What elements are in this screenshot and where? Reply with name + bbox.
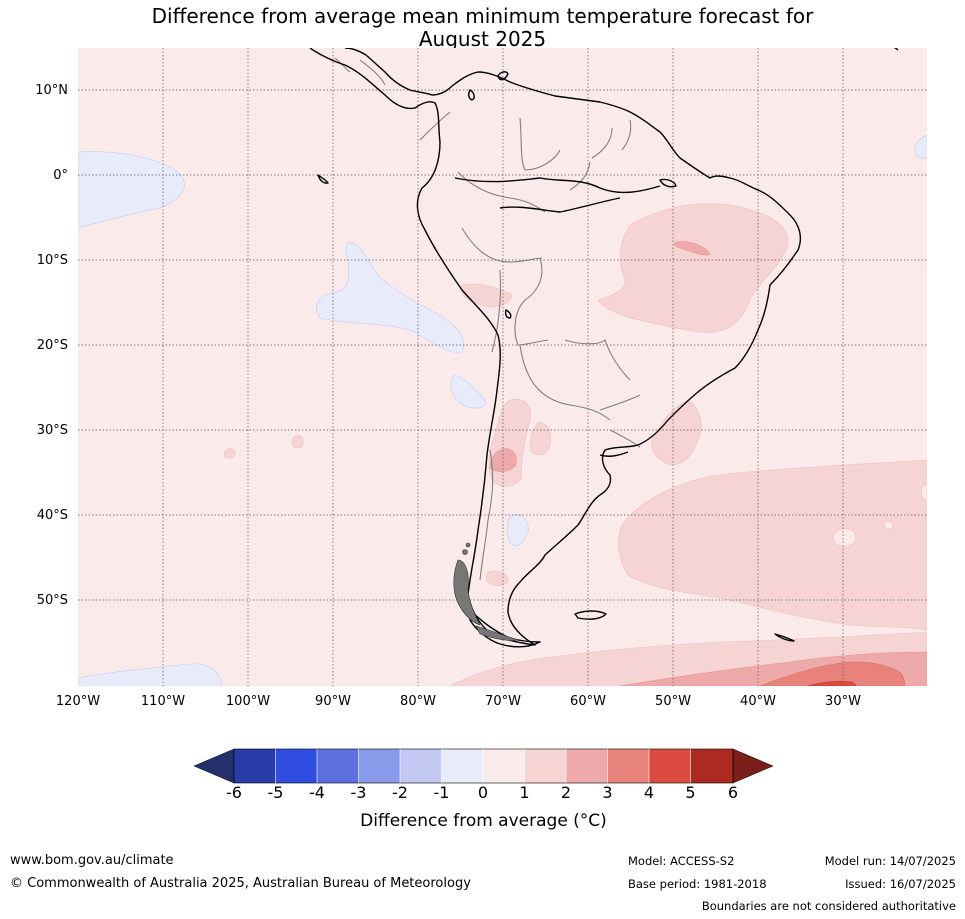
moderate-warm-brazil (674, 241, 711, 256)
amazon-river (454, 177, 661, 194)
lat-tick-30s: 30°S (36, 423, 68, 438)
colorbar-swatch-2 (275, 749, 317, 783)
lon-tick-50w: 50°W (655, 694, 691, 709)
falkland-islands (574, 610, 607, 620)
colorbar-swatch-4 (358, 749, 400, 783)
colorbar-label: -2 (392, 783, 408, 802)
cool-region-east-pacific (316, 241, 464, 353)
lat-tick-40s: 40°S (36, 508, 68, 523)
lake-titicaca (504, 309, 512, 319)
colorbar-swatch-10 (607, 749, 649, 783)
colorbar-extend-low (193, 748, 235, 784)
south-georgia (774, 633, 795, 642)
colorbar-swatch-7 (483, 749, 525, 783)
colorbar-label: 6 (727, 783, 739, 802)
moderate-warm-argentina (489, 448, 517, 472)
title-line-1: Difference from average mean minimum tem… (151, 4, 814, 28)
cool-anomaly-regions (78, 134, 927, 686)
lat-tick-20s: 20°S (36, 338, 68, 353)
warm-region-pacific-dot-1 (291, 435, 304, 449)
colorbar-swatch-12 (690, 749, 733, 783)
lon-tick-80w: 80°W (400, 694, 436, 709)
colorbar-swatch-6 (441, 749, 483, 783)
warm-region-pacific-dot-2 (223, 448, 236, 459)
map-title: Difference from average mean minimum tem… (0, 5, 965, 51)
lat-tick-10s: 10°S (36, 253, 68, 268)
rio-de-la-plata (599, 451, 629, 457)
base-period: Base period: 1981-2018 (628, 877, 767, 891)
tierra-del-fuego (469, 609, 541, 648)
lon-tick-30w: 30°W (825, 694, 861, 709)
website-link[interactable]: www.bom.gov.au/climate (10, 853, 174, 868)
warm-region-brazil (597, 203, 789, 333)
lat-tick-50s: 50°S (36, 593, 68, 608)
warm-region-uruguay (651, 399, 702, 466)
colorbar-label: 1 (519, 783, 530, 802)
very-strong-warm-region (807, 680, 857, 686)
cool-region-equatorial-pacific (78, 151, 185, 229)
gridlines (78, 48, 927, 686)
colorbar-label: 4 (643, 783, 655, 802)
lon-tick-70w: 70°W (485, 694, 521, 709)
colorbar-label: -3 (350, 783, 367, 802)
colorbar-swatch-1 (234, 749, 276, 783)
caribbean-islands (497, 71, 509, 81)
lake-maracaibo (467, 89, 475, 101)
mid-atlantic-islands (893, 48, 899, 51)
title-line-2: August 2025 (418, 27, 547, 51)
neutral-hole-1 (832, 528, 856, 547)
colorbar-extend-high (732, 748, 774, 784)
copyright-text: © Commonwealth of Australia 2025, Austra… (10, 876, 471, 891)
cool-region-subtropical-pacific (450, 374, 487, 409)
colorbar-label: 2 (560, 783, 572, 802)
issued-date: Issued: 16/07/2025 (845, 877, 956, 891)
boundaries-disclaimer: Boundaries are not considered authoritat… (701, 899, 956, 913)
neutral-hole-2 (920, 484, 927, 501)
lon-tick-110w: 110°W (140, 694, 186, 709)
colorbar-label: 0 (477, 783, 489, 802)
lon-tick-100w: 100°W (225, 694, 271, 709)
model-run-date: Model run: 14/07/2025 (824, 854, 956, 868)
lon-tick-40w: 40°W (740, 694, 776, 709)
lat-tick-0: 0° (53, 168, 68, 183)
colorbar-label: -1 (433, 783, 450, 802)
rio-negro (499, 197, 621, 213)
colorbar-label: -4 (309, 783, 325, 802)
lat-tick-10n: 10°N (35, 83, 68, 98)
marajo-island (659, 178, 677, 188)
colorbar-dividers (275, 749, 691, 783)
galapagos (317, 174, 329, 184)
country-borders (334, 57, 641, 581)
cool-region-atlantic-edge (914, 134, 927, 159)
strong-warm-region (759, 661, 906, 686)
colorbar-swatch-11 (649, 749, 691, 783)
south-america-coastline (309, 48, 802, 646)
colorbar-swatch-3 (317, 749, 359, 783)
warm-region-south-atlantic (618, 459, 927, 631)
colorbar-swatch-9 (566, 749, 608, 783)
neutral-hole-3 (884, 521, 894, 530)
cool-region-southeast-pacific (78, 663, 223, 686)
colorbar (193, 748, 774, 784)
coastline (309, 48, 899, 648)
colorbar-label: -6 (226, 783, 242, 802)
colorbar-swatch-8 (524, 749, 566, 783)
lon-tick-90w: 90°W (315, 694, 351, 709)
model-name: Model: ACCESS-S2 (628, 854, 735, 868)
chilean-archipelago (453, 542, 519, 641)
lon-tick-60w: 60°W (570, 694, 606, 709)
warm-region-central-argentina (529, 421, 552, 455)
colorbar-title: Difference from average (°C) (360, 811, 607, 831)
colorbar-label: 5 (685, 783, 696, 802)
colorbar-label: 3 (602, 783, 613, 802)
warm-region-chile-small (485, 570, 509, 586)
cool-region-patagonia (506, 514, 529, 546)
colorbar-label: -5 (267, 783, 284, 802)
colorbar-outline (233, 748, 734, 784)
colorbar-swatch-5 (400, 749, 442, 783)
lon-tick-120w: 120°W (55, 694, 101, 709)
neutral-anomaly-holes (832, 484, 927, 547)
